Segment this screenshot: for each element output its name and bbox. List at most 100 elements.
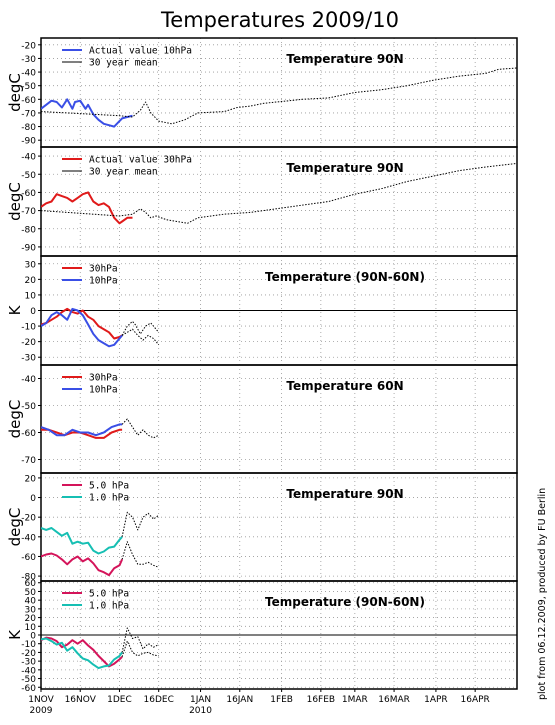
y-tick-label: -10 [21,323,36,333]
legend-label: 5.0 hPa [89,481,129,492]
series-group [41,418,159,439]
panel-title: Temperature 60N [286,379,403,393]
y-tick-label: -50 [21,402,36,412]
y-tick-label: -60 [21,684,36,694]
y-tick-label: -40 [21,69,36,79]
y-tick-label: -30 [21,658,36,668]
series-group [41,307,160,348]
series-line [121,328,160,346]
y-tick-label: 0 [30,494,36,504]
y-tick-label: 60 [25,579,37,589]
series-group [41,627,159,670]
x-year-label: 2009 [30,706,53,716]
y-tick-label: -90 [21,243,36,253]
legend-label: 30hPa [89,373,118,384]
y-tick-label: -40 [21,533,36,543]
y-tick-label: -60 [21,429,36,439]
series-line [41,637,123,670]
panel-title: Temperature 90N [286,487,403,501]
y-tick-label: -40 [21,666,36,676]
y-tick-label: -50 [21,675,36,685]
series-line [41,423,123,437]
x-tick-label: 16NOV [65,695,97,705]
y-tick-label: 0 [30,632,36,642]
legend-label: Actual value 10hPa [89,46,192,57]
y-tick-label: -30 [21,55,36,65]
series-line [41,636,123,668]
figure-title: Temperatures 2009/10 [160,8,399,32]
series-group [41,162,517,225]
legend-label: 1.0 hPa [89,493,129,504]
panel-title: Temperature (90N-60N) [265,270,425,284]
y-tick-label: 30 [25,605,37,615]
series-line [41,428,123,439]
x-tick-label: 1JAN [190,695,211,705]
y-tick-label: -80 [21,573,36,583]
y-tick-label: 20 [25,474,37,484]
chart-panels: -90-80-70-60-50-40-30-20degCTemperature … [6,37,518,694]
y-axis-label: K [6,304,24,315]
series-line [121,627,159,653]
legend-label: 5.0 hPa [89,589,129,600]
y-tick-label: -50 [21,82,36,92]
chart-panel-5: -80 -60 -40 -20 0 20 degC Temperature 90N 5.0 hP… [6,472,518,583]
y-tick-label: -70 [21,207,36,217]
y-tick-label: 40 [25,597,37,607]
y-axis-label: K [6,629,24,640]
y-tick-label: -80 [21,225,36,235]
y-tick-label: 20 [25,614,37,624]
series-line [121,418,159,439]
legend-label: 30 year mean [89,167,158,178]
x-tick-label: 16DEC [144,695,174,705]
chart-panel-4: -70 -60 -50 -40 degC Temperature 60N 30hPa10hP… [6,364,518,474]
y-tick-label: -20 [21,338,36,348]
y-tick-label: -40 [21,153,36,163]
credit-text: plot from 06.12.2009, produced by FU Ber… [537,488,548,700]
y-tick-label: -20 [21,649,36,659]
y-tick-label: -40 [21,375,36,385]
series-line [41,552,124,577]
legend-label: 10hPa [89,385,118,396]
legend-label: 10hPa [89,276,118,287]
chart-panel-1: -90 -80 -70 -60 -50 -40 -30 -20 degC Temperature … [6,37,518,148]
x-tick-label: 1FEB [270,695,293,705]
legend-label: 30 year mean [89,58,158,69]
panel-title: Temperature 90N [286,52,403,66]
legend-label: 1.0 hPa [89,601,129,612]
y-tick-label: -50 [21,171,36,181]
series-line [121,320,160,336]
series-line [41,191,133,225]
x-tick-label: 16JAN [226,695,253,705]
y-tick-label: -60 [21,96,36,106]
y-axis-label: degC [6,73,24,112]
series-line [41,67,517,125]
x-tick-label: 16MAR [378,695,410,705]
y-tick-label: -60 [21,553,36,563]
chart-panel-2: -90 -80 -70 -60 -50 -40 degC Temperature 90N Act… [6,146,518,257]
y-tick-label: -20 [21,514,36,524]
series-line [41,527,123,555]
y-tick-label: 0 [30,307,36,317]
y-tick-label: -90 [21,137,36,147]
x-tick-label: 1APR [424,695,448,705]
y-tick-label: -70 [21,456,36,466]
series-group [41,511,159,577]
series-line [41,98,133,128]
y-tick-label: -10 [21,640,36,650]
y-tick-label: -20 [21,41,36,51]
x-tick-label: 16APR [461,695,490,705]
panel-frame [40,580,518,690]
y-tick-label: 10 [25,291,37,301]
x-tick-label: 16FEB [307,695,336,705]
y-tick-label: -80 [21,123,36,133]
y-axis-label: degC [6,508,24,547]
panel-title: Temperature (90N-60N) [265,595,425,609]
y-tick-label: 20 [25,276,37,286]
series-line [121,511,159,537]
y-axis-label: degC [6,182,24,221]
x-tick-label: 1MAR [342,695,368,705]
series-group [41,67,517,128]
series-line [121,541,159,568]
